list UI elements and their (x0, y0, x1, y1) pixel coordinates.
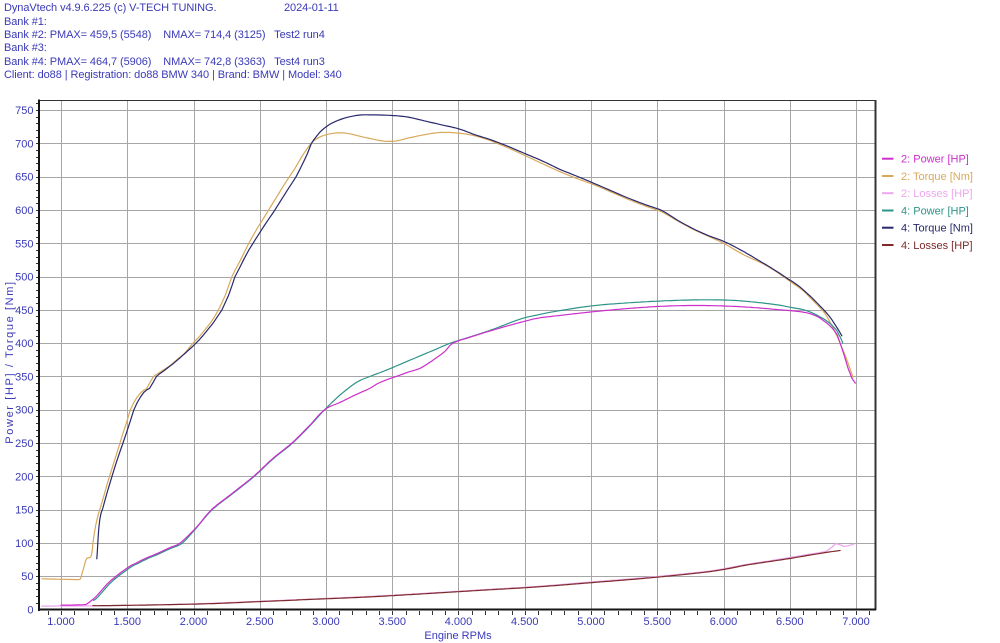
svg-text:100: 100 (15, 538, 33, 550)
svg-text:1.000: 1.000 (47, 616, 75, 628)
svg-text:3.500: 3.500 (378, 616, 406, 628)
svg-text:50: 50 (21, 571, 33, 583)
svg-text:7.000: 7.000 (842, 616, 870, 628)
svg-text:4: Losses [HP]: 4: Losses [HP] (901, 240, 973, 252)
svg-text:6.500: 6.500 (776, 616, 804, 628)
svg-text:6.000: 6.000 (710, 616, 738, 628)
svg-text:500: 500 (15, 272, 33, 284)
svg-text:350: 350 (15, 371, 33, 383)
svg-text:3.000: 3.000 (312, 616, 340, 628)
svg-text:150: 150 (15, 505, 33, 517)
svg-text:Engine RPMs: Engine RPMs (424, 630, 492, 642)
svg-text:Power [HP] / Torque [Nm]: Power [HP] / Torque [Nm] (4, 280, 16, 443)
svg-text:5.000: 5.000 (577, 616, 605, 628)
svg-text:250: 250 (15, 438, 33, 450)
svg-text:750: 750 (15, 105, 33, 117)
svg-text:700: 700 (15, 138, 33, 150)
svg-text:2: Power [HP]: 2: Power [HP] (901, 154, 969, 166)
svg-text:2.000: 2.000 (180, 616, 208, 628)
svg-text:2: Losses [HP]: 2: Losses [HP] (901, 188, 973, 200)
svg-text:550: 550 (15, 238, 33, 250)
svg-text:4.000: 4.000 (445, 616, 473, 628)
svg-text:2.500: 2.500 (246, 616, 274, 628)
svg-text:400: 400 (15, 338, 33, 350)
svg-text:200: 200 (15, 471, 33, 483)
svg-text:4.500: 4.500 (511, 616, 539, 628)
svg-text:300: 300 (15, 405, 33, 417)
svg-text:1.500: 1.500 (113, 616, 141, 628)
svg-text:600: 600 (15, 205, 33, 217)
svg-text:5.500: 5.500 (643, 616, 671, 628)
svg-text:4: Torque [Nm]: 4: Torque [Nm] (901, 223, 973, 235)
svg-text:4: Power [HP]: 4: Power [HP] (901, 206, 969, 218)
svg-text:0: 0 (27, 604, 33, 616)
svg-text:450: 450 (15, 305, 33, 317)
svg-text:2: Torque [Nm]: 2: Torque [Nm] (901, 171, 973, 183)
svg-text:650: 650 (15, 172, 33, 184)
